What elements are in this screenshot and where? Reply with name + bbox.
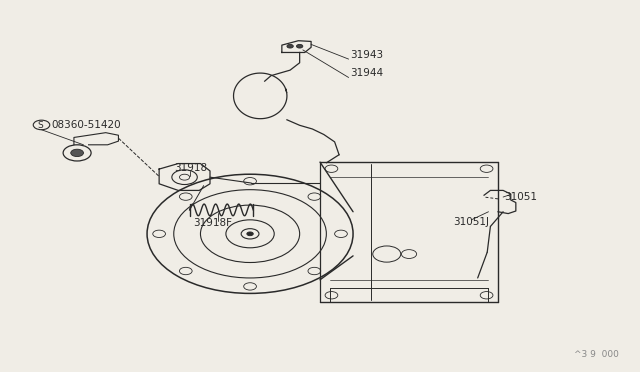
Circle shape <box>296 44 303 48</box>
Text: 08360-51420: 08360-51420 <box>52 120 122 130</box>
Text: 31918F: 31918F <box>193 218 232 228</box>
Circle shape <box>71 149 83 157</box>
Circle shape <box>247 232 253 235</box>
Text: 31918: 31918 <box>173 163 207 173</box>
Text: 31051: 31051 <box>504 192 538 202</box>
Text: 31051J: 31051J <box>454 217 490 227</box>
Text: ^3 9  000: ^3 9 000 <box>574 350 619 359</box>
Text: 31943: 31943 <box>351 50 383 60</box>
Text: S: S <box>37 121 43 130</box>
Text: 31944: 31944 <box>351 68 383 78</box>
Circle shape <box>287 44 293 48</box>
